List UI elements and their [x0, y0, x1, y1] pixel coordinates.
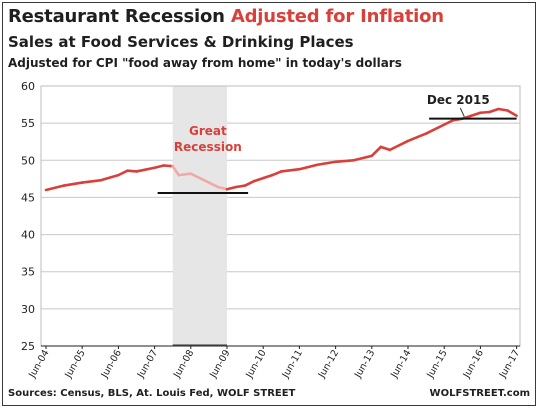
series-segment [177, 172, 193, 177]
series-segment [153, 164, 165, 170]
annotation-dec-2015: Dec 2015 [427, 93, 490, 107]
series-segment [388, 139, 410, 152]
series-segment [44, 184, 66, 192]
series-segment [406, 132, 428, 143]
credit-label: WOLFSTREET.com [429, 388, 530, 399]
x-tick-label: Jun-10 [244, 348, 269, 381]
y-tick-label: 40 [21, 229, 35, 242]
x-tick-label: Jun-11 [280, 348, 305, 381]
series-segment [261, 173, 274, 180]
series-segment [189, 172, 202, 180]
plot-area-border [40, 85, 521, 347]
x-tick-label: Jun-14 [388, 348, 413, 381]
series-segment [424, 123, 446, 135]
x-tick-label: Jun-07 [135, 348, 160, 381]
x-tick-label: Jun-09 [207, 348, 232, 381]
series-segment [117, 169, 129, 177]
recession-band [172, 86, 227, 346]
annotation-great-recession: Great [189, 124, 227, 138]
series-segment [243, 179, 256, 187]
x-tick-label: Jun-08 [171, 348, 196, 381]
x-tick-label: Jun-13 [352, 348, 377, 381]
recession-band-layer [172, 86, 227, 346]
annotation-pointer [459, 107, 465, 117]
annotation-great-recession: Recession [174, 140, 242, 154]
series-segment [80, 179, 102, 184]
chart-frame [2, 2, 536, 406]
series-segment [270, 170, 283, 177]
series-segment [479, 110, 491, 115]
series-segment [216, 185, 229, 191]
x-tick-label: Jun-16 [461, 348, 486, 381]
y-tick-label: 60 [21, 80, 35, 93]
series-segment [370, 145, 383, 158]
series-segment [99, 173, 120, 182]
x-tick-label: Jun-17 [497, 348, 522, 381]
series-segment [198, 176, 211, 184]
reference-lines [157, 117, 517, 194]
series-segment [488, 107, 500, 114]
x-tick-label: Jun-15 [425, 348, 450, 381]
series-segment [207, 181, 220, 189]
chart-title: Restaurant Recession Adjusted for Inflat… [8, 6, 444, 27]
series-segment [252, 176, 265, 183]
source-note: Sources: Census, BLS, At. Louis Fed, WOL… [8, 388, 296, 399]
series-segment [506, 109, 518, 118]
series-segment [126, 169, 138, 173]
series-segment [497, 107, 509, 112]
series-segment [279, 167, 301, 173]
series-segment [316, 160, 337, 167]
series-layer [44, 107, 518, 192]
y-tick-label: 35 [21, 266, 35, 279]
y-tick-label: 25 [21, 340, 35, 353]
series-segment [379, 145, 392, 152]
y-tick-label: 55 [21, 117, 35, 130]
series-segment [352, 154, 374, 162]
series-segment [162, 164, 174, 168]
series-segment [298, 163, 319, 171]
x-tick-label: Jun-12 [316, 348, 341, 381]
series-segment [62, 181, 84, 187]
x-tick-label: Jun-06 [99, 348, 124, 381]
series-segment [334, 158, 356, 164]
series-segment [470, 111, 482, 118]
y-tick-label: 45 [21, 191, 35, 204]
x-tick-label: Jun-05 [63, 348, 88, 381]
title-main: Restaurant Recession [8, 6, 225, 27]
grid [41, 85, 520, 347]
annotations: Great Recession Dec 2015 [174, 93, 490, 154]
series-segment [135, 166, 156, 173]
series-segment [234, 184, 247, 189]
chart-note: Adjusted for CPI "food away from home" i… [8, 56, 402, 70]
series-segment [225, 185, 238, 191]
y-tick-label: 50 [21, 154, 35, 167]
series-segment [442, 118, 455, 126]
chart-subtitle: Sales at Food Services & Drinking Places [8, 33, 354, 51]
series-segment [171, 164, 181, 177]
y-tick-label: 30 [21, 303, 35, 316]
title-highlight: Adjusted for Inflation [230, 6, 444, 27]
